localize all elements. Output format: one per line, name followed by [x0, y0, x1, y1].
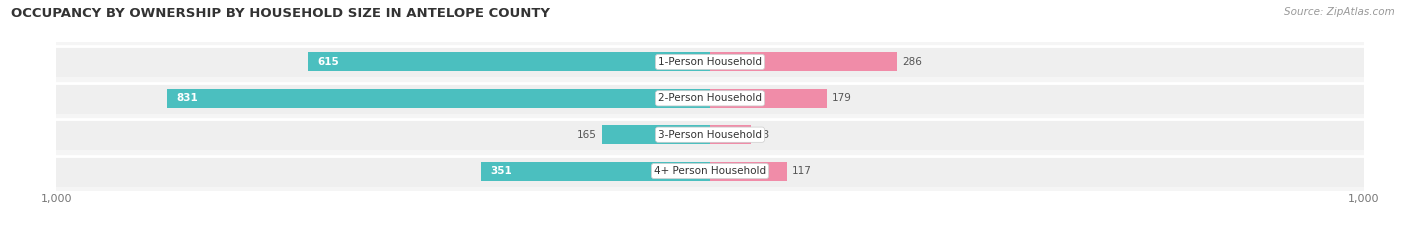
Bar: [56, 156, 1364, 186]
Bar: [56, 47, 1364, 77]
Text: 615: 615: [318, 57, 339, 67]
Bar: [602, 125, 710, 144]
Bar: [56, 119, 1364, 150]
Text: 831: 831: [177, 93, 198, 103]
Text: 165: 165: [576, 130, 598, 140]
Bar: [710, 162, 786, 181]
Text: 3-Person Household: 3-Person Household: [658, 130, 762, 140]
Text: 351: 351: [491, 166, 512, 176]
Text: 4+ Person Household: 4+ Person Household: [654, 166, 766, 176]
Bar: [56, 83, 1364, 114]
Bar: [710, 89, 827, 108]
Text: 117: 117: [792, 166, 811, 176]
Text: 286: 286: [903, 57, 922, 67]
Text: 2-Person Household: 2-Person Household: [658, 93, 762, 103]
Text: 179: 179: [832, 93, 852, 103]
Text: OCCUPANCY BY OWNERSHIP BY HOUSEHOLD SIZE IN ANTELOPE COUNTY: OCCUPANCY BY OWNERSHIP BY HOUSEHOLD SIZE…: [11, 7, 550, 20]
Bar: [481, 162, 710, 181]
Bar: [167, 89, 710, 108]
Text: 1-Person Household: 1-Person Household: [658, 57, 762, 67]
Bar: [710, 52, 897, 71]
Bar: [308, 52, 710, 71]
Text: 63: 63: [756, 130, 769, 140]
Text: Source: ZipAtlas.com: Source: ZipAtlas.com: [1284, 7, 1395, 17]
Bar: [710, 125, 751, 144]
